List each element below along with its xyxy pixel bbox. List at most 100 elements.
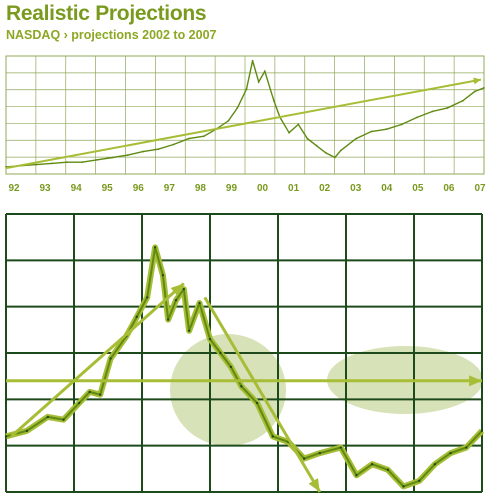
data-point xyxy=(172,143,175,146)
projection-arrow-flat-head xyxy=(469,375,482,387)
x-tick-label: 94 xyxy=(71,183,83,194)
data-point xyxy=(245,88,248,90)
data-point xyxy=(402,485,405,488)
data-point xyxy=(157,148,160,151)
data-point xyxy=(240,385,243,388)
data-point xyxy=(461,99,464,102)
overview-chart: 92 93 94 95 96 97 98 99 00 01 02 03 04 05 06 07 xyxy=(5,55,486,194)
data-point xyxy=(370,463,374,466)
data-point xyxy=(339,446,342,449)
page-subtitle: NASDAQ › projections 2002 to 2007 xyxy=(6,28,217,42)
data-point xyxy=(98,393,102,396)
data-point xyxy=(126,154,129,157)
data-point xyxy=(480,429,484,433)
data-point xyxy=(386,468,390,471)
data-point xyxy=(161,273,165,277)
data-point xyxy=(88,390,91,394)
x-tick-label: 03 xyxy=(350,183,362,194)
data-point xyxy=(208,337,212,341)
highlight-ellipse xyxy=(170,334,286,446)
data-point xyxy=(385,128,388,131)
x-tick-label: 98 xyxy=(195,183,207,194)
data-point xyxy=(187,329,191,332)
data-point xyxy=(227,120,230,122)
data-point xyxy=(333,156,336,159)
data-point xyxy=(431,110,434,113)
data-point xyxy=(318,451,322,455)
data-point xyxy=(288,131,291,134)
data-point xyxy=(370,130,373,133)
data-point xyxy=(416,116,418,119)
x-tick-label: 01 xyxy=(288,183,300,194)
data-point xyxy=(306,137,309,140)
trend-arrow-head xyxy=(473,77,481,85)
data-point xyxy=(433,463,437,466)
data-point xyxy=(483,86,485,89)
trend-arrow-line xyxy=(5,78,482,170)
data-point xyxy=(187,137,190,140)
x-tick-label: 97 xyxy=(164,183,176,194)
x-tick-label: 95 xyxy=(102,183,114,194)
data-point xyxy=(315,144,318,147)
data-point xyxy=(355,137,358,140)
data-point xyxy=(302,457,306,460)
x-tick-label: 05 xyxy=(412,183,424,194)
x-tick-label: 93 xyxy=(40,183,52,194)
data-point xyxy=(251,59,254,62)
data-point xyxy=(400,123,403,126)
projection-arrow-down-line xyxy=(203,296,322,493)
x-tick-label: 07 xyxy=(474,183,486,194)
data-point xyxy=(25,429,29,433)
data-point xyxy=(50,162,53,165)
x-tick-label: 06 xyxy=(443,183,455,194)
data-point xyxy=(109,357,112,360)
data-point xyxy=(465,446,468,449)
x-tick-label: 99 xyxy=(226,183,238,194)
x-tick-label: 96 xyxy=(133,183,145,194)
projection-arrow-down-head xyxy=(308,478,320,492)
data-point xyxy=(46,415,50,419)
data-point xyxy=(255,401,259,405)
projection-arrow-up-head xyxy=(170,283,184,297)
data-point xyxy=(355,474,358,477)
data-point xyxy=(96,158,99,161)
data-point xyxy=(446,107,449,109)
data-point xyxy=(219,351,222,355)
data-point xyxy=(273,99,275,102)
page-title: Realistic Projections xyxy=(6,2,207,25)
x-tick-label: 04 xyxy=(381,183,393,194)
data-point xyxy=(182,287,186,291)
x-tick-label: 02 xyxy=(319,183,331,194)
data-point xyxy=(65,161,68,164)
data-point xyxy=(340,149,342,152)
x-tick-label: 00 xyxy=(257,183,269,194)
projection-arrow-up-line xyxy=(10,282,185,438)
data-point xyxy=(146,296,149,299)
data-point xyxy=(271,435,274,438)
data-point xyxy=(297,123,300,126)
data-point xyxy=(263,70,266,73)
data-point xyxy=(135,315,138,319)
data-point xyxy=(202,135,205,138)
data-point xyxy=(449,451,452,455)
series-line xyxy=(5,60,485,168)
data-point xyxy=(111,156,114,159)
data-point xyxy=(473,90,476,93)
data-point xyxy=(229,365,233,369)
data-point xyxy=(166,318,170,321)
data-point xyxy=(418,479,421,483)
data-point xyxy=(142,150,144,153)
data-point xyxy=(4,435,8,438)
x-tick-label: 92 xyxy=(8,183,20,194)
data-point xyxy=(62,418,65,421)
data-point xyxy=(198,301,201,305)
data-point xyxy=(78,401,81,405)
data-point xyxy=(35,163,38,166)
data-point xyxy=(257,81,260,83)
data-point xyxy=(174,298,178,302)
data-point xyxy=(236,107,239,109)
data-point xyxy=(81,161,84,164)
data-point xyxy=(153,246,157,249)
data-point xyxy=(324,151,327,154)
